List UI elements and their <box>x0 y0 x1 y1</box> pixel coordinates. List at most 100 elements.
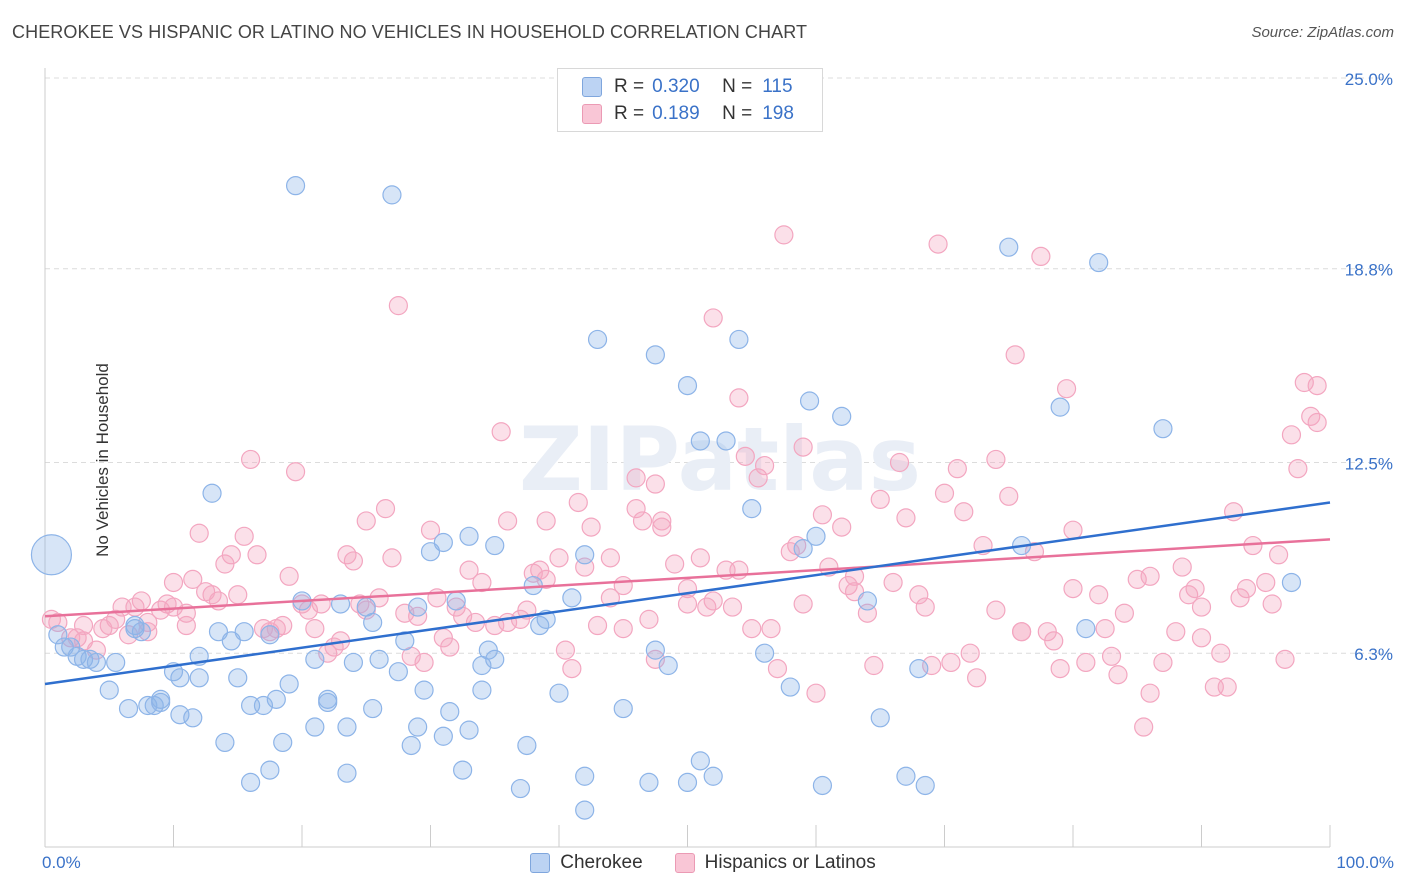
data-point-hispanic <box>221 545 241 565</box>
data-point-hispanic <box>742 619 762 639</box>
data-point-cherokee <box>510 778 531 799</box>
data-point-cherokee <box>414 680 434 700</box>
data-point-cherokee <box>703 766 723 786</box>
data-point-cherokee <box>716 431 736 451</box>
data-point-hispanic <box>1011 622 1032 642</box>
chart-title: CHEROKEE VS HISPANIC OR LATINO NO VEHICL… <box>12 22 808 42</box>
trend-lines <box>44 501 1331 686</box>
data-point-hispanic <box>1095 619 1115 639</box>
data-point-cherokee <box>151 689 171 709</box>
data-point-cherokee <box>260 760 280 780</box>
data-point-cherokee <box>690 751 710 771</box>
legend-label-cherokee: Cherokee <box>560 852 643 873</box>
data-point-cherokee <box>613 698 633 719</box>
data-point-cherokee <box>806 526 826 546</box>
data-point-hispanic <box>587 615 608 636</box>
legend-row-cherokee: R = 0.320 N = 115 <box>582 74 793 100</box>
y-tick-label: 6.3% <box>1354 645 1393 664</box>
data-point-cherokee <box>999 237 1019 257</box>
data-point-hispanic <box>870 489 890 510</box>
data-point-hispanic <box>793 437 813 457</box>
data-point-hispanic <box>1307 376 1327 396</box>
legend-row-hispanic: R = 0.189 N = 198 <box>582 101 794 127</box>
data-point-cherokee <box>658 655 678 676</box>
data-point-cherokee <box>202 483 222 503</box>
data-point-cherokee <box>369 649 389 669</box>
data-point-hispanic <box>735 446 755 466</box>
series-legend: Cherokee Hispanics or Latinos <box>0 852 1406 874</box>
data-point-cherokee <box>408 717 428 737</box>
data-point-cherokee <box>870 708 890 728</box>
data-point-cherokee <box>285 176 306 196</box>
data-point-cherokee <box>909 658 929 679</box>
data-point-hispanic <box>1191 628 1212 648</box>
data-point-cherokee <box>273 732 293 753</box>
data-point-hispanic <box>1140 566 1160 586</box>
data-point-cherokee <box>677 772 698 793</box>
data-point-hispanic <box>562 658 582 679</box>
data-point-cherokee <box>388 662 408 682</box>
data-point-cherokee <box>857 591 878 611</box>
data-point-hispanic <box>703 308 723 328</box>
data-point-hispanic <box>1134 717 1154 737</box>
data-point-hispanic <box>549 548 569 568</box>
data-point-hispanic <box>1089 585 1109 605</box>
data-point-cherokee <box>915 775 935 796</box>
data-point-hispanic <box>729 560 749 580</box>
data-point-hispanic <box>1275 649 1295 669</box>
data-point-hispanic <box>414 652 434 673</box>
data-point-cherokee <box>305 649 325 669</box>
source-label: Source: ZipAtlas.com <box>1251 24 1394 41</box>
data-point-hispanic <box>459 560 479 580</box>
legend-n-value: 115 <box>762 76 793 97</box>
data-point-hispanic <box>241 449 261 470</box>
data-point-hispanic <box>189 523 209 543</box>
data-point-hispanic <box>234 526 254 546</box>
data-point-hispanic <box>832 517 852 537</box>
data-point-cherokee <box>453 760 473 780</box>
data-point-hispanic <box>761 619 781 639</box>
data-point-cherokee <box>234 622 254 642</box>
data-point-cherokee <box>729 329 749 350</box>
data-point-cherokee <box>677 376 698 396</box>
data-point-hispanic <box>613 619 633 639</box>
data-point-hispanic <box>1236 579 1257 599</box>
data-point-hispanic <box>1191 597 1212 617</box>
data-point-hispanic <box>285 462 306 482</box>
data-point-cherokee <box>260 625 280 645</box>
data-point-hispanic <box>690 548 710 568</box>
data-point-hispanic <box>941 652 961 673</box>
data-point-hispanic <box>909 585 929 605</box>
data-point-cherokee <box>106 652 126 673</box>
data-point-hispanic <box>1114 603 1135 623</box>
data-point-hispanic <box>613 575 633 596</box>
data-point-hispanic <box>73 615 94 636</box>
data-point-hispanic <box>652 511 672 531</box>
data-point-hispanic <box>106 609 126 629</box>
data-point-cherokee <box>343 652 363 673</box>
legend-r-value: 0.189 <box>652 103 700 124</box>
data-point-hispanic <box>703 591 723 611</box>
data-point-hispanic <box>491 422 511 442</box>
data-point-hispanic <box>1262 594 1282 614</box>
data-point-cherokee <box>118 698 139 719</box>
data-point-cherokee <box>799 391 820 411</box>
data-point-cherokee <box>99 680 119 700</box>
data-point-hispanic <box>722 597 743 617</box>
data-point-cherokee <box>446 591 466 611</box>
data-point-cherokee <box>742 499 762 519</box>
legend-item-hispanic: Hispanics or Latinos <box>674 852 876 874</box>
data-point-hispanic <box>639 609 659 629</box>
y-tick-labels: 6.3% 12.5% 18.8% 25.0% <box>1345 70 1393 664</box>
data-point-cherokee <box>472 680 492 700</box>
data-point-hispanic <box>915 597 935 617</box>
data-point-cherokee <box>337 717 357 737</box>
data-point-cherokee <box>485 649 505 669</box>
data-point-cherokee <box>645 345 665 365</box>
data-point-hispanic <box>1108 665 1128 685</box>
data-point-hispanic <box>600 548 621 568</box>
legend-swatch-cherokee <box>582 77 602 97</box>
data-point-hispanic <box>163 572 184 593</box>
data-point-cherokee <box>812 775 833 796</box>
data-point-cherokee <box>575 800 595 820</box>
